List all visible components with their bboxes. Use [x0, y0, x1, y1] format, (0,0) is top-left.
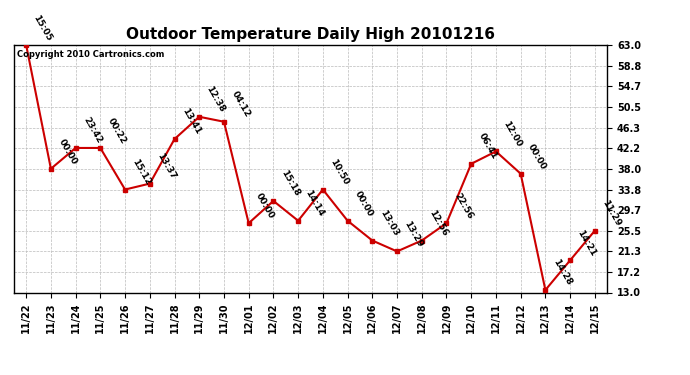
Text: 12:56: 12:56: [427, 209, 449, 238]
Text: 12:00: 12:00: [502, 120, 524, 148]
Text: 12:38: 12:38: [205, 85, 227, 114]
Text: 00:00: 00:00: [353, 189, 375, 218]
Text: 13:03: 13:03: [378, 209, 400, 238]
Text: 15:18: 15:18: [279, 169, 301, 198]
Text: 11:29: 11:29: [600, 198, 622, 228]
Text: 22:56: 22:56: [452, 191, 474, 220]
Text: 10:50: 10:50: [328, 158, 351, 187]
Text: 23:42: 23:42: [81, 116, 104, 145]
Text: 13:41: 13:41: [180, 107, 202, 136]
Text: 00:00: 00:00: [526, 142, 548, 171]
Text: 00:00: 00:00: [254, 192, 276, 220]
Title: Outdoor Temperature Daily High 20101216: Outdoor Temperature Daily High 20101216: [126, 27, 495, 42]
Text: 06:41: 06:41: [477, 132, 499, 161]
Text: 00:00: 00:00: [57, 137, 78, 166]
Text: 14:21: 14:21: [575, 228, 598, 258]
Text: 14:28: 14:28: [551, 258, 573, 287]
Text: 15:12: 15:12: [130, 158, 152, 187]
Text: Copyright 2010 Cartronics.com: Copyright 2010 Cartronics.com: [17, 50, 164, 59]
Text: 14:14: 14:14: [304, 189, 326, 218]
Text: 13:37: 13:37: [155, 152, 177, 181]
Text: 00:22: 00:22: [106, 116, 128, 145]
Text: 13:29: 13:29: [402, 219, 425, 249]
Text: 15:05: 15:05: [32, 13, 54, 42]
Text: 04:12: 04:12: [230, 90, 252, 119]
